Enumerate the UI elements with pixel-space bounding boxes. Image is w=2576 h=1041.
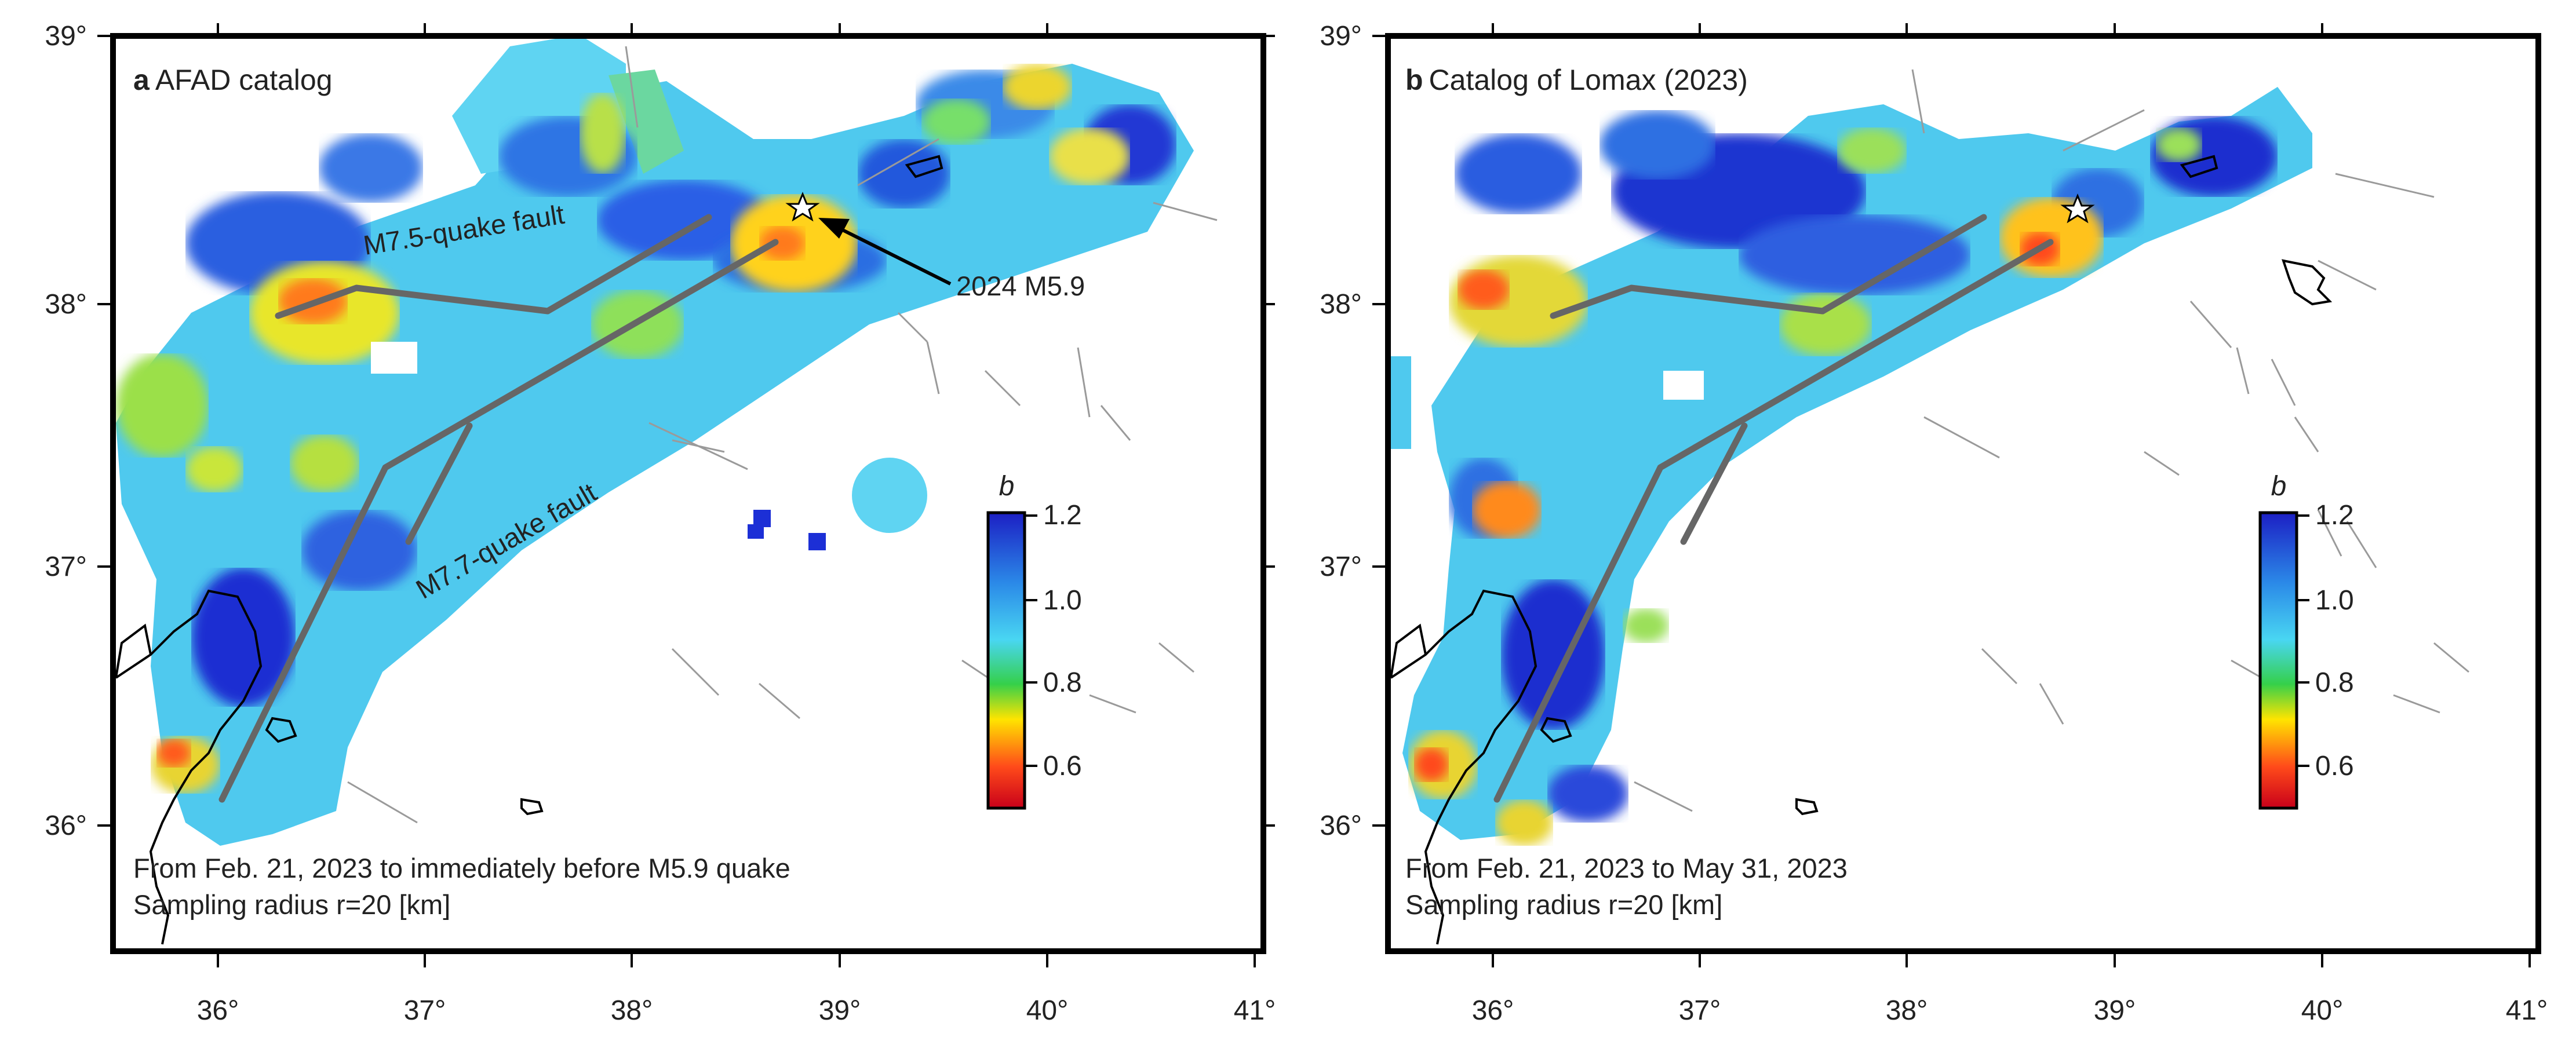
panel-b-y-tick-39: 39° xyxy=(1320,21,1362,52)
panel-b-x-tick-36: 36° xyxy=(1472,995,1514,1026)
panel-b-ticks xyxy=(1372,23,2531,967)
panel-b-colorbar-title: b xyxy=(2271,471,2287,502)
panel-a-x-tick-41: 41° xyxy=(1234,995,1276,1026)
panel-a-colorbar-ramp xyxy=(986,511,1026,810)
panel-a-minor-faults xyxy=(347,46,1218,824)
panel-a-y-tick-37: 37° xyxy=(45,551,87,582)
panel-a-event-label: 2024 M5.9 xyxy=(956,271,1085,301)
panel-b-colorbar-tick-1-0: 1.0 xyxy=(2315,585,2354,616)
panel-a-letter: a xyxy=(133,64,150,96)
panel-b-radius-text: Sampling radius r=20 [km] xyxy=(1405,889,1722,920)
panel-a-radius-text: Sampling radius r=20 [km] xyxy=(133,889,450,920)
panel-a-ticks xyxy=(97,23,1275,967)
panel-b-coastline xyxy=(1390,155,2333,945)
panel-b-m75-fault-trace xyxy=(1550,214,1987,319)
panel-a-y-tick-38: 38° xyxy=(45,289,87,320)
panel-a-rupture-faults xyxy=(218,214,779,803)
panel-b-bvalue-field xyxy=(1388,87,2312,846)
panel-b-m77-fault-trace xyxy=(1493,239,2054,803)
panel-a-epicenter-star-icon xyxy=(785,192,820,222)
panel-a-x-tick-38: 38° xyxy=(611,995,653,1026)
panel-b-colorbar-tick-1-2: 1.2 xyxy=(2315,500,2354,531)
panel-b-period-text: From Feb. 21, 2023 to May 31, 2023 xyxy=(1405,853,1848,883)
panel-b-colorbar: b 1.2 1.0 0.8 0.6 xyxy=(2258,471,2354,810)
panel-b-colorbar-tick-0-6: 0.6 xyxy=(2315,751,2354,781)
panel-a-y-tick-36: 36° xyxy=(45,810,87,841)
panel-a-colorbar-tick-1-0: 1.0 xyxy=(1043,585,1082,616)
panel-b-m77-splay-trace xyxy=(1680,422,1748,545)
panel-a-x-tick-39: 39° xyxy=(819,995,861,1026)
panel-a-colorbar-title: b xyxy=(999,471,1015,502)
panel-b-y-tick-37: 37° xyxy=(1320,551,1362,582)
panel-b-rupture-faults xyxy=(1493,214,2054,803)
panel-b-letter: b xyxy=(1405,64,1423,96)
panel-a-catalog-name: AFAD catalog xyxy=(155,64,333,96)
panel-a-m75-fault-trace xyxy=(275,214,712,319)
panel-a-colorbar-tick-1-2: 1.2 xyxy=(1043,500,1082,531)
panel-b-x-tick-41: 41° xyxy=(2506,995,2548,1026)
panel-b-title: b Catalog of Lomax (2023) xyxy=(1405,64,1748,96)
panel-a-m77-splay-trace xyxy=(405,422,473,545)
panel-a: 36° 37° 38° 39° 40° 41° 39° 38° 37° 36° … xyxy=(45,21,1276,1026)
panel-a-colorbar-tick-0-6: 0.6 xyxy=(1043,751,1082,781)
panel-a-bvalue-field xyxy=(116,35,1194,909)
panel-a-frame xyxy=(110,33,1266,954)
panel-b-frame xyxy=(1385,33,2541,954)
panel-a-x-tick-36: 36° xyxy=(197,995,239,1026)
panel-b-colorbar-ramp xyxy=(2258,511,2298,810)
panel-a-x-tick-37: 37° xyxy=(404,995,446,1026)
panel-a-event-arrow xyxy=(818,218,952,286)
panel-a-x-tick-40: 40° xyxy=(1026,995,1069,1026)
panel-a-colorbar-tick-0-8: 0.8 xyxy=(1043,667,1082,698)
panel-a-colorbar: b 1.2 1.0 0.8 0.6 xyxy=(986,471,1082,810)
panel-a-y-tick-39: 39° xyxy=(45,21,87,52)
panel-a-coastline xyxy=(115,155,943,945)
panel-b-catalog-name: Catalog of Lomax (2023) xyxy=(1429,64,1748,96)
panel-b-x-tick-39: 39° xyxy=(2094,995,2136,1026)
panel-b-x-tick-38: 38° xyxy=(1886,995,1928,1026)
panel-b-y-tick-36: 36° xyxy=(1320,810,1362,841)
panel-b-y-tick-38: 38° xyxy=(1320,289,1362,320)
panel-a-m77-fault-trace xyxy=(218,239,779,803)
panel-b: 36° 37° 38° 39° 40° 41° 39° 38° 37° 36° … xyxy=(1320,21,2548,1026)
panel-b-x-tick-37: 37° xyxy=(1679,995,1721,1026)
panel-b-epicenter-star-icon xyxy=(2060,193,2095,224)
panel-b-minor-faults xyxy=(1634,69,2469,812)
panel-b-colorbar-tick-0-8: 0.8 xyxy=(2315,667,2354,698)
panel-a-period-text: From Feb. 21, 2023 to immediately before… xyxy=(133,853,790,883)
panel-b-x-tick-40: 40° xyxy=(2301,995,2344,1026)
panel-a-title: a AFAD catalog xyxy=(133,64,333,96)
